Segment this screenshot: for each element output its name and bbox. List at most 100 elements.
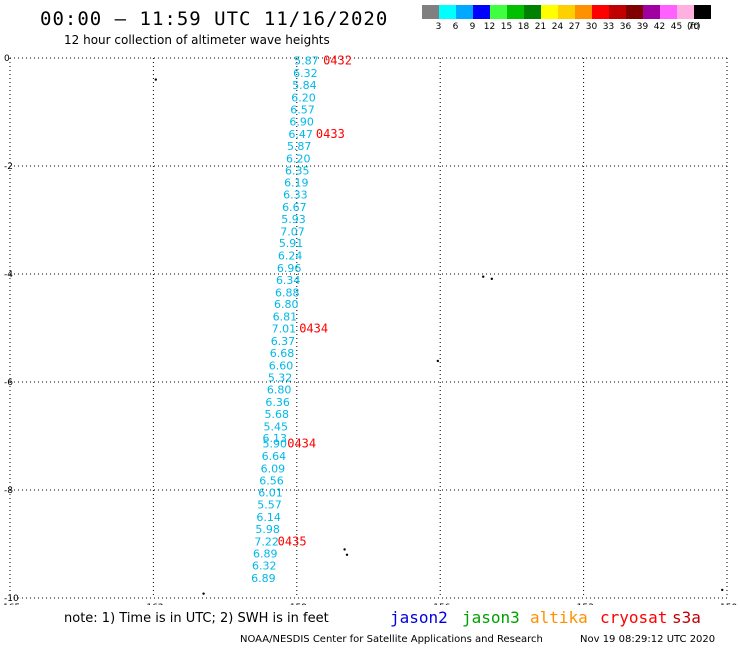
- colorbar-swatch: [592, 5, 609, 19]
- colorbar-label: 9: [469, 22, 476, 32]
- x-tick-label: -153: [573, 603, 593, 605]
- wave-height-value: 7.22: [254, 535, 279, 548]
- wave-height-value: 6.14: [256, 511, 281, 524]
- colorbar-swatch: [694, 5, 711, 19]
- colorbar-unit: (ft): [687, 22, 701, 32]
- satellite-legend-item: altika: [530, 608, 588, 627]
- wave-height-value: 6.89: [253, 548, 278, 561]
- wave-height-value: 6.20: [286, 152, 311, 165]
- colorbar-swatch: [490, 5, 507, 19]
- land-point: [721, 588, 724, 592]
- wave-height-value: 6.24: [278, 250, 303, 263]
- colorbar-swatch: [643, 5, 660, 19]
- pass-time-label: 0433: [316, 127, 345, 141]
- x-tick-label: -156: [430, 603, 451, 605]
- x-tick-label: -159: [287, 603, 308, 605]
- wave-height-value: 7.01: [272, 323, 297, 336]
- wave-height-value: 6.67: [282, 201, 307, 214]
- wave-height-value: 6.60: [269, 359, 294, 372]
- wave-height-value: 5.93: [281, 213, 306, 226]
- wave-height-value: 5.87: [294, 55, 319, 68]
- colorbar-swatch: [456, 5, 473, 19]
- y-tick-label: -8: [4, 486, 13, 496]
- colorbar-swatch: [626, 5, 643, 19]
- colorbar-swatch: [439, 5, 456, 19]
- pass-time-label: 0434: [299, 322, 328, 336]
- colorbar-swatch: [422, 5, 439, 19]
- wave-height-value: 6.35: [285, 164, 310, 177]
- wave-height-value: 5.91: [279, 237, 304, 250]
- colorbar-label: 12: [483, 22, 496, 32]
- chart-subtitle: 12 hour collection of altimeter wave hei…: [64, 33, 330, 47]
- wave-height-value: 6.57: [290, 103, 315, 116]
- wave-height-value: 6.09: [261, 462, 286, 475]
- colorbar-label: 42: [653, 22, 666, 32]
- colorbar-swatch: [677, 5, 694, 19]
- colorbar-swatch: [558, 5, 575, 19]
- wave-height-value: 6.68: [270, 347, 295, 360]
- land-point: [436, 359, 440, 363]
- chart-title: 00:00 — 11:59 UTC 11/16/2020: [40, 8, 389, 30]
- colorbar-swatch: [575, 5, 592, 19]
- land-point: [345, 553, 349, 556]
- wave-height-value: 5.98: [255, 523, 280, 536]
- colorbar-label: 3: [435, 22, 442, 32]
- wave-height-value: 6.80: [267, 384, 292, 397]
- wave-height-value: 5.32: [268, 372, 293, 385]
- wave-height-plot: -165 -162 -159 -156 -153 -150 0 -2 -4 -6 -8 -10 5.87…: [0, 54, 738, 605]
- colorbar-label: 70: [687, 22, 700, 32]
- y-tick-label: -10: [4, 594, 19, 604]
- pass-time-label: 0434: [287, 437, 316, 451]
- y-tick-label: 0: [4, 54, 10, 64]
- y-tick-label: -2: [4, 162, 13, 172]
- wave-height-value: 6.36: [265, 396, 290, 409]
- colorbar-label: 30: [585, 22, 598, 32]
- pass-time-label: 0432: [323, 54, 352, 68]
- wave-height-value: 6.33: [283, 189, 308, 202]
- wave-height-value: 5.90: [263, 438, 288, 451]
- wave-height-value: 6.32: [252, 560, 277, 573]
- colorbar-label: 24: [551, 22, 564, 32]
- colorbar-swatch: [473, 5, 490, 19]
- wave-height-value: 6.89: [251, 572, 276, 585]
- colorbar-label: 6: [452, 22, 459, 32]
- wave-height-value: 6.88: [275, 286, 300, 299]
- wave-height-value: 6.01: [258, 487, 283, 500]
- wave-height-value: 5.87: [287, 140, 312, 153]
- wave-height-value: 6.96: [277, 262, 302, 275]
- colorbar-swatch: [660, 5, 677, 19]
- colorbar-label: 18: [517, 22, 530, 32]
- colorbar-swatch: [507, 5, 524, 19]
- wave-height-value: 6.20: [291, 91, 316, 104]
- wave-height-value: 6.13: [263, 432, 288, 445]
- colorbar-swatch: [609, 5, 626, 19]
- satellite-legend-item: jason3: [462, 608, 520, 627]
- colorbar-label: 45: [670, 22, 683, 32]
- wave-height-value: 6.64: [262, 450, 287, 463]
- colorbar-label: 21: [534, 22, 547, 32]
- land-point: [490, 277, 494, 281]
- y-tick-label: -6: [4, 378, 13, 388]
- wave-height-value: 7.07: [280, 225, 305, 238]
- pass-time-label: 0435: [278, 534, 307, 548]
- satellite-legend-item: cryosat: [600, 608, 668, 627]
- satellite-legend-item: jason2: [390, 608, 448, 627]
- wave-height-value: 5.57: [257, 499, 282, 512]
- wave-height-value: 6.47: [288, 128, 313, 141]
- land-point: [343, 548, 346, 551]
- colorbar-swatch: [541, 5, 558, 19]
- wave-height-value: 5.45: [264, 420, 289, 433]
- colorbar-label: 36: [619, 22, 632, 32]
- colorbar-label: 39: [636, 22, 649, 32]
- land-point: [154, 78, 157, 81]
- x-tick-label: -150: [717, 603, 738, 605]
- wave-height-value: 5.84: [292, 79, 317, 92]
- land-point: [482, 275, 485, 278]
- credit-text: NOAA/NESDIS Center for Satellite Applica…: [240, 634, 543, 645]
- wave-height-value: 6.19: [284, 177, 309, 190]
- colorbar-label: 27: [568, 22, 581, 32]
- colorbar-label: 15: [500, 22, 513, 32]
- y-tick-label: -4: [4, 270, 13, 280]
- wave-height-value: 6.37: [271, 335, 296, 348]
- footer-note: note: 1) Time is in UTC; 2) SWH is in fe…: [64, 611, 329, 626]
